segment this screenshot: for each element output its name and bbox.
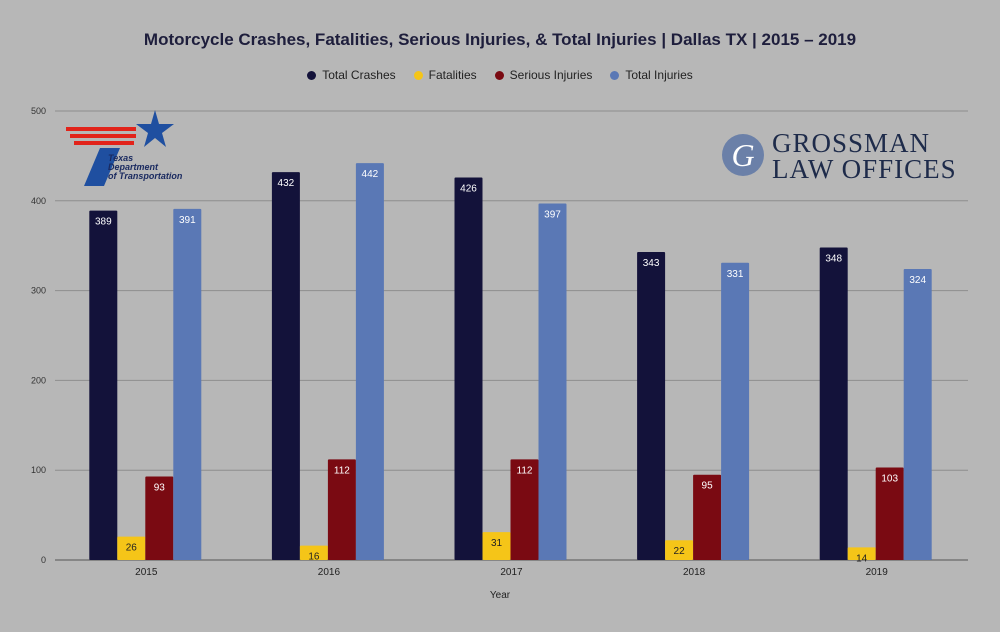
bar <box>510 459 539 560</box>
txdot-logo <box>66 110 176 190</box>
legend-swatch <box>413 70 423 80</box>
bar <box>903 269 932 560</box>
bar <box>173 208 202 560</box>
bar <box>819 247 848 560</box>
legend-item: Fatalities <box>413 68 477 82</box>
bar-value-label: 426 <box>460 183 477 194</box>
grossman-wordmark-line1: GROSSMAN <box>772 128 931 158</box>
bar <box>89 210 118 561</box>
bar-value-label: 348 <box>825 253 842 264</box>
bar-value-label: 22 <box>674 546 686 557</box>
x-tick-label: 2019 <box>866 567 889 578</box>
bar-value-label: 103 <box>881 474 898 485</box>
chart-title: Motorcycle Crashes, Fatalities, Serious … <box>143 30 857 49</box>
bar <box>482 532 511 560</box>
bar-value-label: 93 <box>154 482 166 493</box>
bar-value-label: 95 <box>702 481 714 492</box>
bar <box>721 262 750 560</box>
txdot-wordmark: Texas Department of Transportation <box>108 153 183 181</box>
legend: Total Crashes Fatalities Serious Injuries T… <box>0 68 1000 82</box>
bar-value-label: 442 <box>362 169 379 180</box>
bar-value-label: 432 <box>278 178 295 189</box>
legend-label: Serious Injuries <box>509 68 593 82</box>
bar-value-label: 397 <box>544 209 561 220</box>
bar-value-label: 16 <box>308 552 320 563</box>
x-tick-label: 2017 <box>500 567 523 578</box>
legend-label: Total Crashes <box>322 68 396 82</box>
x-axis-label: Year <box>489 590 511 601</box>
bar-value-label: 112 <box>334 465 350 476</box>
y-tick-label: 0 <box>41 555 46 565</box>
bar <box>637 251 666 560</box>
bar <box>355 163 384 561</box>
bar-value-label: 14 <box>856 553 868 564</box>
bar <box>327 459 356 560</box>
legend-swatch <box>610 70 620 80</box>
bar <box>875 467 904 560</box>
y-tick-label: 300 <box>31 286 46 296</box>
bar <box>271 172 300 560</box>
legend-swatch <box>494 70 504 80</box>
bar-value-label: 389 <box>95 217 112 228</box>
y-tick-label: 400 <box>31 196 46 206</box>
txdot-emblem-icon <box>66 110 174 186</box>
legend-swatch <box>307 70 317 80</box>
legend-item: Total Crashes <box>307 68 396 82</box>
bar <box>693 474 722 560</box>
bar <box>145 476 174 560</box>
y-tick-label: 100 <box>31 465 46 475</box>
y-tick-label: 200 <box>31 375 46 385</box>
x-tick-label: 2016 <box>318 567 341 578</box>
bar <box>538 203 567 560</box>
grossman-monogram-icon: G <box>722 134 764 176</box>
bar-value-label: 26 <box>126 543 138 554</box>
legend-item: Serious Injuries <box>494 68 593 82</box>
bar <box>454 177 483 560</box>
x-tick-label: 2015 <box>135 567 158 578</box>
bar-value-label: 324 <box>909 275 926 286</box>
bar <box>665 540 694 560</box>
legend-label: Fatalities <box>428 68 477 82</box>
bar-value-label: 391 <box>179 215 196 226</box>
legend-label: Total Injuries <box>625 68 693 82</box>
bar-value-label: 31 <box>491 538 503 549</box>
y-tick-label: 500 <box>31 106 46 116</box>
bar-value-label: 112 <box>517 465 533 476</box>
bar <box>847 547 876 560</box>
legend-item: Total Injuries <box>610 68 693 82</box>
x-tick-label: 2018 <box>683 567 706 578</box>
bar <box>299 545 328 560</box>
grossman-wordmark-line2: LAW OFFICES <box>772 154 957 184</box>
bar-value-label: 343 <box>643 258 660 269</box>
bar <box>117 536 146 560</box>
grossman-logo: G GROSSMAN LAW OFFICES <box>722 128 962 188</box>
bar-value-label: 331 <box>727 269 744 280</box>
